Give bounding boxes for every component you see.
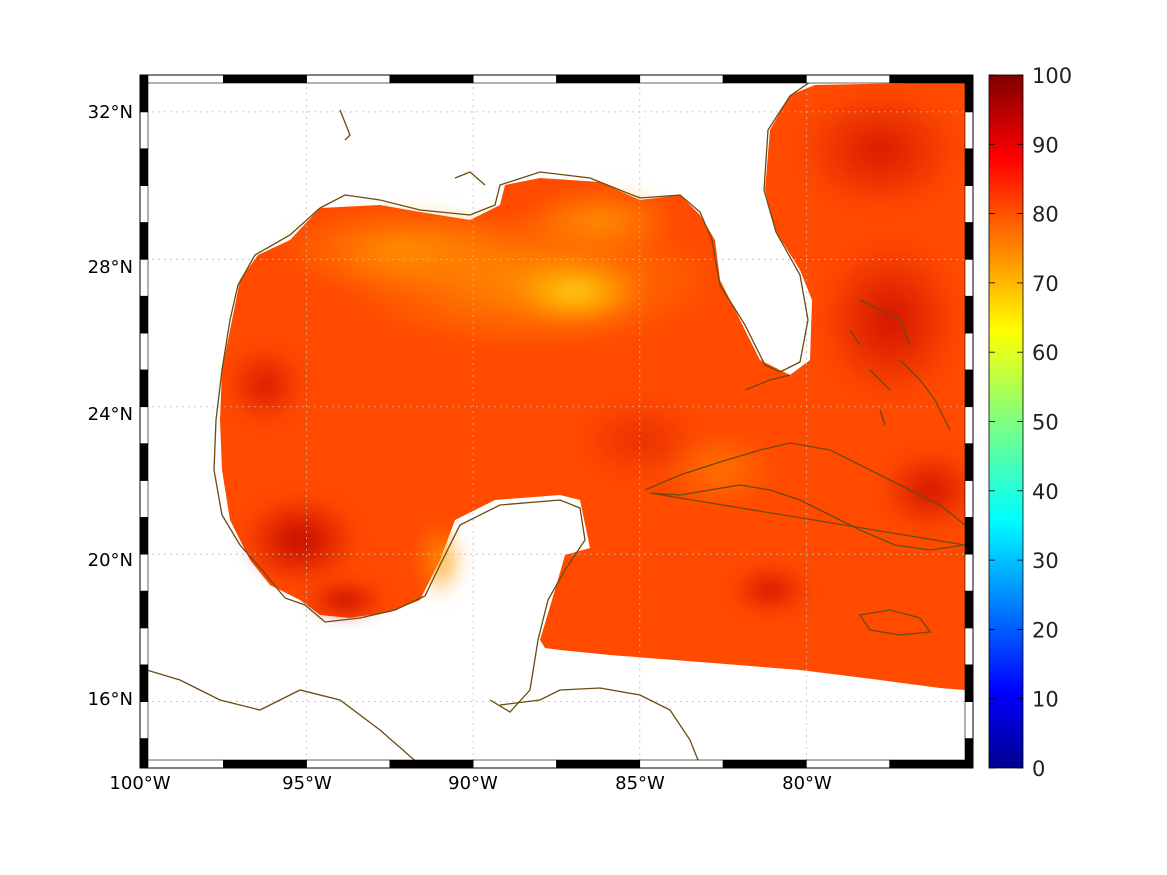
- sst-field: [220, 82, 973, 690]
- lon-label: 90°W: [448, 773, 498, 794]
- lat-label: 32°N: [88, 102, 133, 123]
- map-grid: [140, 75, 973, 768]
- frame-segment-top: [556, 74, 641, 84]
- jamaica-coastline: [858, 609, 932, 636]
- lat-label: 24°N: [88, 404, 133, 425]
- frame-segment-left: [139, 74, 149, 113]
- frame-segment-top: [722, 74, 807, 84]
- colorbar-label: 40: [1032, 480, 1059, 504]
- frame-segment-bottom: [306, 759, 391, 769]
- frame-segment-left: [139, 553, 149, 592]
- frame-segment-left: [139, 701, 149, 739]
- frame-segment-left: [139, 111, 149, 150]
- lat-label: 20°N: [88, 550, 133, 571]
- bahamas-coastline: [849, 299, 951, 431]
- colorbar-label: 20: [1032, 618, 1059, 642]
- frame-segment-left: [139, 369, 149, 408]
- frame-segment-bottom: [889, 759, 974, 769]
- colorbar-label: 50: [1032, 411, 1059, 435]
- frame-segment-top: [889, 74, 974, 84]
- frame-segment-right: [964, 406, 974, 444]
- frame-segment-right: [964, 295, 974, 334]
- frame-segment-right: [964, 185, 974, 223]
- frame-segment-top: [389, 74, 474, 84]
- frame-segment-left: [139, 443, 149, 481]
- colorbar-label: 80: [1032, 203, 1059, 227]
- frame-segment-left: [139, 148, 149, 186]
- frame-segment-top: [639, 74, 724, 84]
- frame-segment-right: [964, 627, 974, 666]
- frame-border: [139, 74, 974, 769]
- frame-segment-right: [964, 553, 974, 592]
- honduras-coastline: [499, 687, 701, 766]
- frame-segment-left: [139, 517, 149, 555]
- frame-segment-top: [806, 74, 891, 84]
- us-inland-lakes: [339, 109, 486, 186]
- colorbar-label: 30: [1032, 549, 1059, 573]
- frame-segment-bottom: [806, 759, 891, 769]
- gulf-coastline: [319, 75, 821, 373]
- frame-segment-bottom: [722, 759, 807, 769]
- lon-label: 100°W: [109, 773, 170, 794]
- frame-segment-bottom: [639, 759, 724, 769]
- florida-keys-coastline: [744, 374, 791, 391]
- frame-segment-right: [964, 590, 974, 629]
- frame-segment-right: [964, 701, 974, 739]
- frame-segment-right: [964, 443, 974, 481]
- frame-segment-right: [964, 480, 974, 518]
- frame-segment-right: [964, 111, 974, 150]
- frame-segment-left: [139, 259, 149, 297]
- colorbar-label: 10: [1032, 688, 1059, 712]
- central-america-coastline: [140, 667, 421, 766]
- lon-label: 85°W: [615, 773, 665, 794]
- colorbar-label: 90: [1032, 133, 1059, 157]
- frame-segment-right: [964, 259, 974, 297]
- frame-segment-right: [964, 74, 974, 113]
- frame-segment-left: [139, 406, 149, 444]
- frame-segment-top: [306, 74, 391, 84]
- lon-label: 95°W: [282, 773, 332, 794]
- frame-segment-right: [964, 332, 974, 371]
- frame-segment-left: [139, 627, 149, 666]
- frame-segment-bottom: [223, 759, 307, 769]
- frame-segment-left: [139, 185, 149, 223]
- frame-segment-left: [139, 480, 149, 518]
- frame-segment-bottom: [556, 759, 641, 769]
- frame-segment-bottom: [139, 759, 224, 769]
- lon-label: 80°W: [782, 773, 832, 794]
- map-frame: [139, 74, 974, 769]
- frame-segment-right: [964, 369, 974, 408]
- frame-segment-right: [964, 222, 974, 260]
- colorbar-label: 70: [1032, 272, 1059, 296]
- frame-segment-right: [964, 664, 974, 702]
- frame-segment-left: [139, 295, 149, 334]
- frame-segment-left: [139, 664, 149, 702]
- frame-segment-left: [139, 332, 149, 371]
- coastlines: [140, 75, 966, 766]
- frame-segment-left: [139, 738, 149, 769]
- colorbar-label: 60: [1032, 341, 1059, 365]
- lat-label: 28°N: [88, 257, 133, 278]
- frame-segment-left: [139, 222, 149, 260]
- lat-label: 16°N: [88, 689, 133, 710]
- frame-segment-right: [964, 148, 974, 186]
- frame-segment-top: [472, 74, 557, 84]
- frame-segment-left: [139, 590, 149, 629]
- frame-segment-top: [223, 74, 307, 84]
- colorbar-label: 100: [1032, 64, 1072, 88]
- frame-segment-bottom: [389, 759, 474, 769]
- frame-segment-top: [139, 74, 224, 84]
- mexico-coastline: [213, 207, 586, 713]
- frame-segment-right: [964, 517, 974, 555]
- cuba-coastline: [644, 442, 966, 551]
- colorbar-label: 0: [1032, 757, 1045, 781]
- frame-segment-right: [964, 738, 974, 769]
- axis-labels: 100°W 95°W 90°W 85°W 80°W 32°N 28°N 24°N…: [88, 102, 832, 794]
- frame-segment-bottom: [472, 759, 557, 769]
